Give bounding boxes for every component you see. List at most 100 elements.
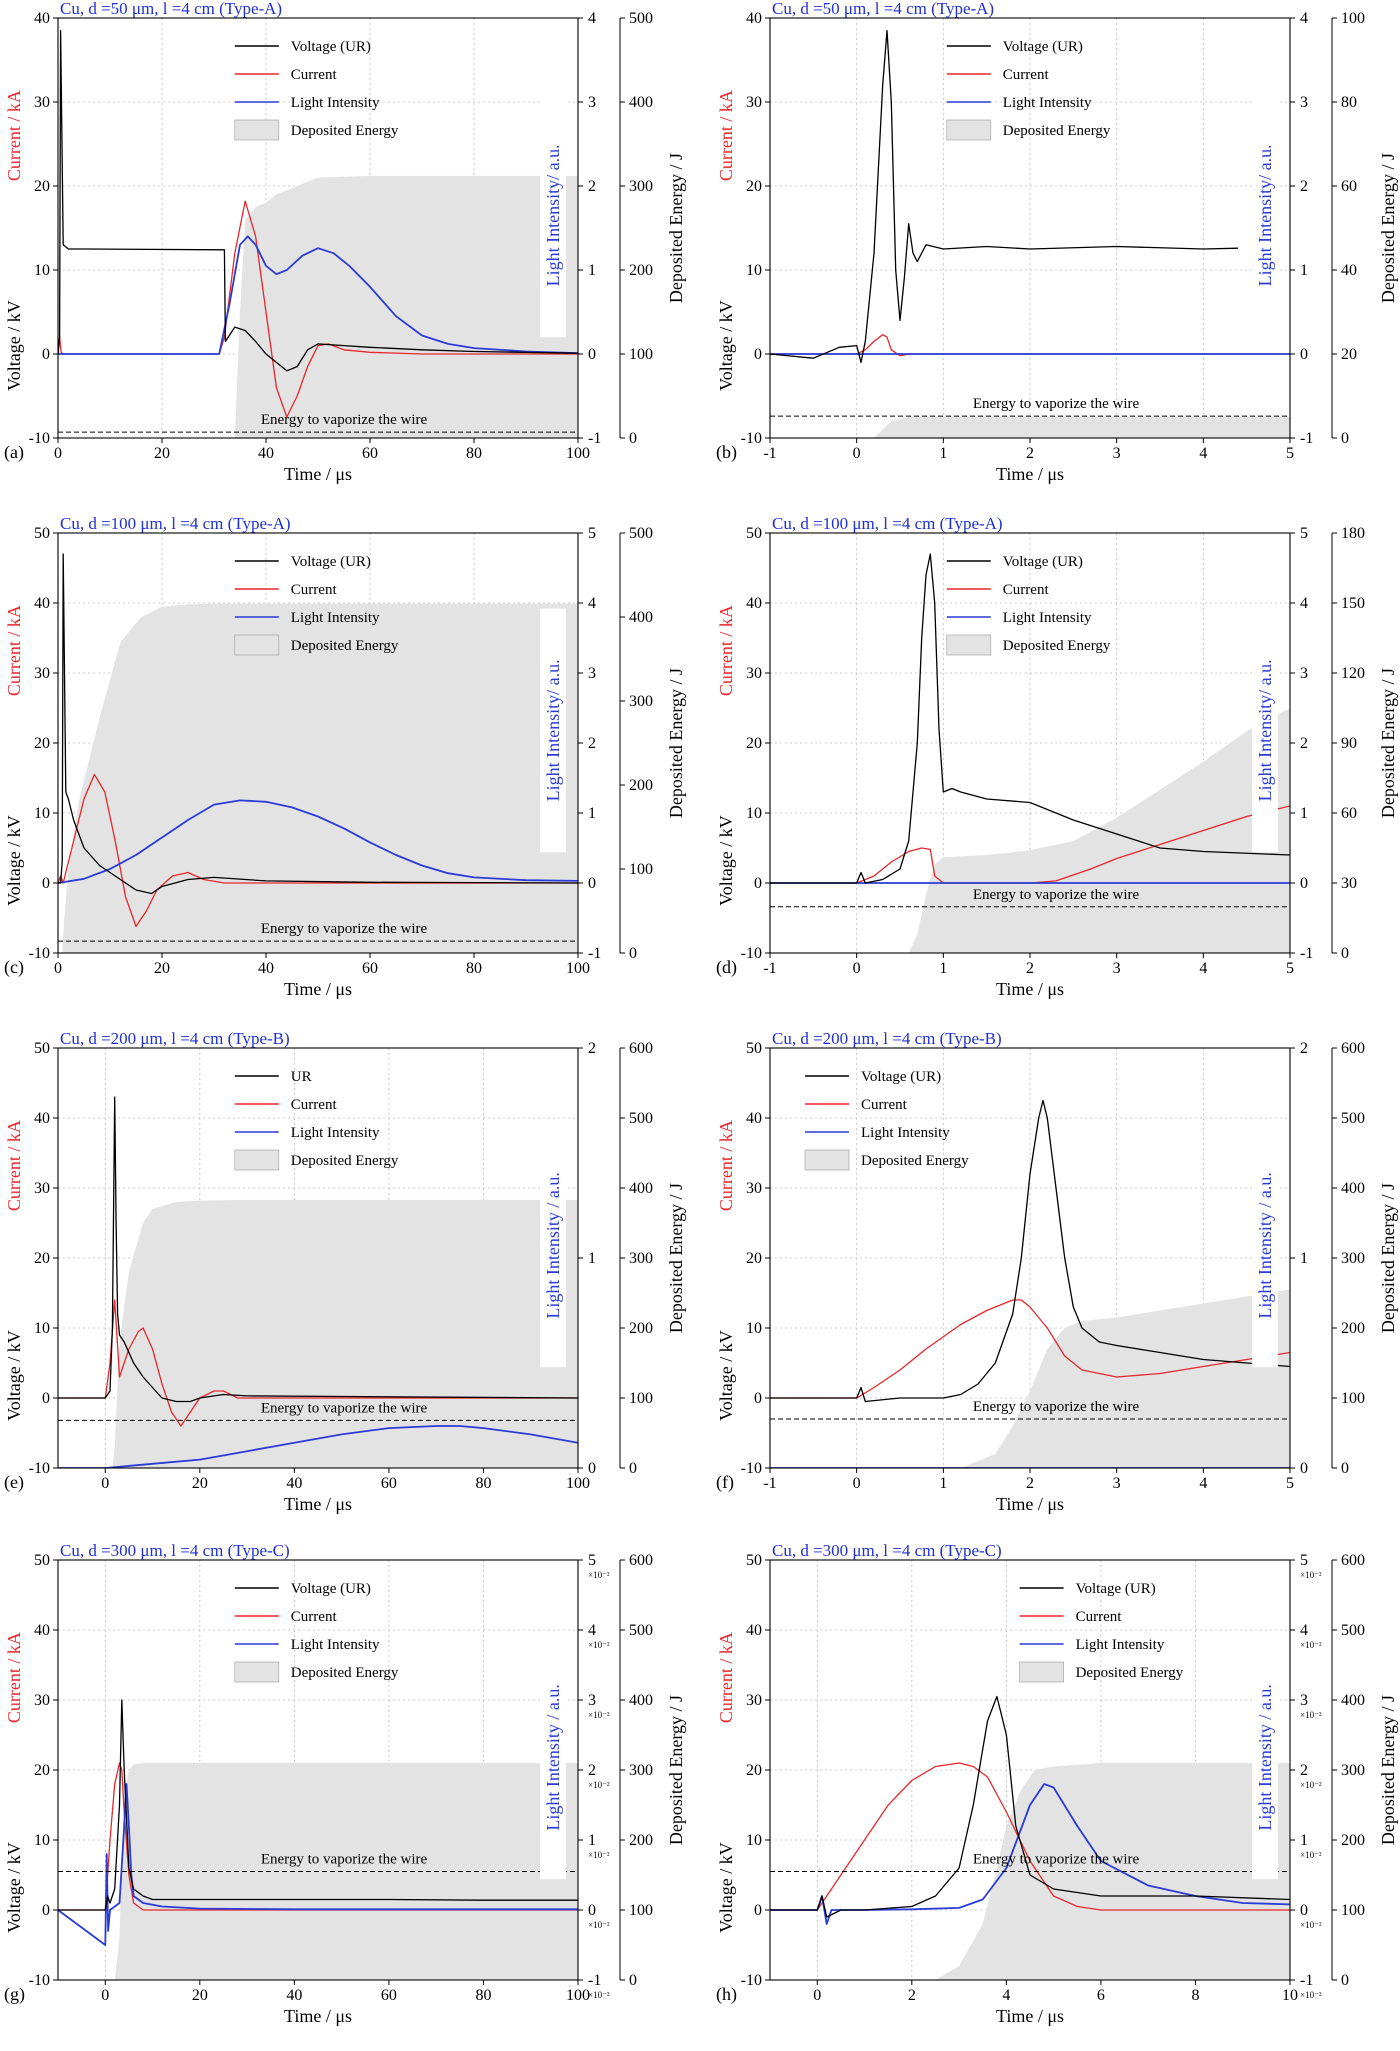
- legend-entry: Light Intensity: [1003, 610, 1092, 626]
- light-tick-label: 1: [1300, 262, 1308, 279]
- x-tick-label: 2: [908, 1987, 916, 2004]
- energy-tick-label: 300: [629, 1250, 653, 1267]
- energy-tick-label: 600: [1341, 1040, 1365, 1057]
- x-tick-label: 60: [381, 1475, 397, 1492]
- panel-title: Cu, d =300 μm, l =4 cm (Type-C): [772, 1541, 1002, 1560]
- energy-tick-label: 150: [1341, 595, 1365, 612]
- series-deposited-energy-area: [770, 1289, 1290, 1468]
- energy-tick-label: 300: [629, 693, 653, 710]
- legend-entry: Current: [861, 1097, 908, 1113]
- y-axis-label-voltage: Voltage / kV: [716, 1842, 736, 1933]
- series-deposited-energy-area: [58, 603, 578, 953]
- y-tick-label: 30: [34, 1692, 50, 1709]
- energy-tick-label: 60: [1341, 805, 1357, 822]
- panel-title: Cu, d =100 μm, l =4 cm (Type-A): [60, 514, 291, 533]
- y-tick-label: 40: [746, 1110, 762, 1127]
- energy-tick-label: 100: [629, 1902, 653, 1919]
- x-tick-label: 40: [286, 1987, 302, 2004]
- y-axis-label-current: Current / kA: [4, 90, 24, 181]
- legend-entry: Voltage (UR): [861, 1069, 941, 1085]
- energy-tick-label: 0: [629, 1460, 637, 1477]
- y-axis-label-voltage: Voltage / kV: [716, 1330, 736, 1421]
- vaporize-annotation: Energy to vaporize the wire: [261, 1400, 428, 1416]
- y-tick-label: 40: [34, 595, 50, 612]
- y-tick-label: 0: [754, 1902, 762, 1919]
- vaporize-annotation: Energy to vaporize the wire: [261, 921, 428, 937]
- legend-entry: Deposited Energy: [1003, 123, 1111, 139]
- y-axis-label-current: Current / kA: [716, 90, 736, 181]
- x-tick-label: 80: [466, 960, 482, 977]
- vaporize-annotation: Energy to vaporize the wire: [973, 1399, 1140, 1415]
- y-tick-label: 10: [34, 805, 50, 822]
- legend-entry: Light Intensity: [291, 95, 380, 111]
- legend-entry: Current: [1003, 582, 1050, 598]
- energy-tick-label: 90: [1341, 735, 1357, 752]
- energy-tick-label: 0: [1341, 945, 1349, 962]
- energy-tick-label: 40: [1341, 262, 1357, 279]
- x-tick-label: 2: [1026, 445, 1034, 462]
- panel-title: Cu, d =200 μm, l =4 cm (Type-B): [60, 1029, 290, 1048]
- light-tick-label: 4: [1300, 1622, 1308, 1639]
- x-tick-label: 4: [1002, 1987, 1010, 2004]
- series-deposited-energy-area: [58, 175, 578, 438]
- y-tick-label: 50: [746, 525, 762, 542]
- y-tick-label: 0: [754, 346, 762, 363]
- series-light-intensity-line: [58, 1783, 578, 1946]
- light-tick-label: 3: [588, 1692, 596, 1709]
- y-tick-label: 0: [42, 346, 50, 363]
- y-axis-label-voltage: Voltage / kV: [4, 1330, 24, 1421]
- y-tick-label: 40: [34, 1110, 50, 1127]
- panel-title: Cu, d =300 μm, l =4 cm (Type-C): [60, 1541, 290, 1560]
- legend-entry: Current: [291, 1097, 338, 1113]
- y-tick-label: -10: [29, 430, 50, 447]
- light-tick-multiplier: ×10⁻²: [1300, 1780, 1322, 1790]
- energy-tick-label: 500: [1341, 1622, 1365, 1639]
- light-tick-label: 2: [588, 735, 596, 752]
- chart-panel: Energy to vaporize the wire-1 0 1 2 3 4 5Time …: [716, 0, 1398, 484]
- y-axis-label-light: Light Intensity / a.u.: [543, 1172, 563, 1318]
- light-tick-label: 5: [1300, 1552, 1308, 1569]
- legend-entry: Deposited Energy: [291, 1153, 399, 1169]
- light-tick-label: -1: [588, 430, 601, 447]
- light-tick-label: 0: [588, 346, 596, 363]
- y-axis-label-energy: Deposited Energy / J: [1378, 668, 1398, 818]
- x-tick-label: 20: [154, 960, 170, 977]
- x-tick-label: 0: [54, 960, 62, 977]
- x-tick-label: 0: [54, 445, 62, 462]
- x-tick-label: 4: [1199, 1475, 1207, 1492]
- series-voltage-line: [58, 1699, 578, 1911]
- y-tick-label: 30: [34, 1180, 50, 1197]
- x-tick-label: 10: [1282, 1987, 1298, 2004]
- panel-label: (h): [716, 1984, 737, 2005]
- light-tick-label: 0: [1300, 1902, 1308, 1919]
- y-tick-label: 20: [34, 735, 50, 752]
- y-tick-label: 40: [746, 595, 762, 612]
- series-current-line: [770, 1762, 1290, 1911]
- light-tick-label: 3: [1300, 665, 1308, 682]
- energy-tick-label: 600: [629, 1552, 653, 1569]
- y-tick-label: 30: [746, 94, 762, 111]
- x-tick-label: 100: [566, 1475, 590, 1492]
- y-tick-label: -10: [29, 1972, 50, 1989]
- y-axis-label-light: Light Intensity/ a.u.: [1255, 144, 1275, 286]
- energy-tick-label: 100: [1341, 1390, 1365, 1407]
- x-tick-label: 0: [101, 1987, 109, 2004]
- light-tick-label: -1: [1300, 945, 1313, 962]
- light-tick-label: 5: [1300, 525, 1308, 542]
- y-axis-label-energy: Deposited Energy / J: [666, 668, 686, 818]
- light-label-backdrop: [1252, 93, 1278, 338]
- y-axis-label-energy: Deposited Energy / J: [666, 1695, 686, 1845]
- x-tick-label: 0: [853, 1475, 861, 1492]
- legend-entry: Deposited Energy: [1076, 1665, 1184, 1681]
- y-tick-label: 40: [746, 1622, 762, 1639]
- energy-tick-label: 200: [629, 262, 653, 279]
- legend-entry: UR: [291, 1069, 312, 1085]
- y-tick-label: 40: [34, 1622, 50, 1639]
- light-tick-label: 2: [588, 1762, 596, 1779]
- panel-label: (a): [4, 442, 24, 463]
- light-tick-label: 2: [1300, 1762, 1308, 1779]
- light-label-backdrop: [1252, 1123, 1278, 1368]
- light-tick-label: 1: [1300, 805, 1308, 822]
- legend-swatch-energy: [946, 119, 992, 141]
- light-tick-label: -1: [1300, 430, 1313, 447]
